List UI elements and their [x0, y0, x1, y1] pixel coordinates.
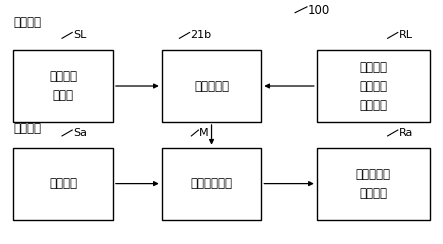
Bar — [317, 148, 430, 220]
Text: SL: SL — [73, 30, 86, 41]
Bar — [13, 50, 113, 122]
Bar — [317, 50, 430, 122]
Text: RL: RL — [399, 30, 413, 41]
Text: 心电信号: 心电信号 — [49, 177, 77, 190]
Text: 估计阶段: 估计阶段 — [13, 122, 41, 135]
Text: 21b: 21b — [190, 30, 212, 41]
Bar — [162, 148, 261, 220]
Text: 心脏超声波
检查结果: 心脏超声波 检查结果 — [356, 168, 391, 200]
Text: 学习阶段: 学习阶段 — [13, 16, 41, 29]
Text: 100: 100 — [308, 4, 330, 17]
Text: Sa: Sa — [73, 128, 87, 138]
Text: Ra: Ra — [399, 128, 413, 138]
Text: 学习完毕模型: 学习完毕模型 — [190, 177, 233, 190]
Text: 机器学习部: 机器学习部 — [194, 80, 229, 92]
Bar — [13, 148, 113, 220]
Text: M: M — [199, 128, 209, 138]
Text: 学习用心
电信号: 学习用心 电信号 — [49, 70, 77, 102]
Bar — [162, 50, 261, 122]
Text: 学习用心
脏超声波
检查结果: 学习用心 脏超声波 检查结果 — [359, 61, 387, 112]
